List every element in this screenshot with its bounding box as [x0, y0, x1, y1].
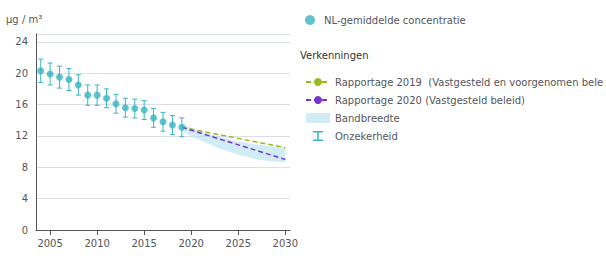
- svg-text:0: 0: [22, 225, 28, 236]
- svg-text:2015: 2015: [131, 238, 156, 249]
- svg-text:Onzekerheid: Onzekerheid: [335, 131, 398, 142]
- svg-text:2020: 2020: [178, 238, 203, 249]
- svg-text:2025: 2025: [226, 238, 251, 249]
- svg-text:2010: 2010: [84, 238, 109, 249]
- svg-text:4: 4: [22, 193, 28, 204]
- svg-text:Rapportage 2019 (Vastgesteld: Rapportage 2019 (Vastgesteld en voorgeno…: [335, 77, 603, 88]
- svg-text:NL-gemiddelde concentratie: NL-gemiddelde concentratie: [324, 15, 466, 26]
- svg-text:16: 16: [15, 99, 28, 110]
- svg-text:Rapportage 2020 (Vastgesteld b: Rapportage 2020 (Vastgesteld beleid): [335, 95, 525, 106]
- svg-text:2005: 2005: [37, 238, 62, 249]
- svg-text:20: 20: [15, 68, 28, 79]
- svg-text:24: 24: [15, 36, 28, 47]
- svg-text:Bandbreedte: Bandbreedte: [335, 113, 400, 124]
- svg-text:12: 12: [15, 130, 28, 141]
- svg-text:μg / m³: μg / m³: [6, 14, 42, 25]
- svg-text:Verkenningen: Verkenningen: [300, 50, 369, 61]
- svg-text:2030: 2030: [273, 238, 298, 249]
- svg-text:8: 8: [22, 162, 28, 173]
